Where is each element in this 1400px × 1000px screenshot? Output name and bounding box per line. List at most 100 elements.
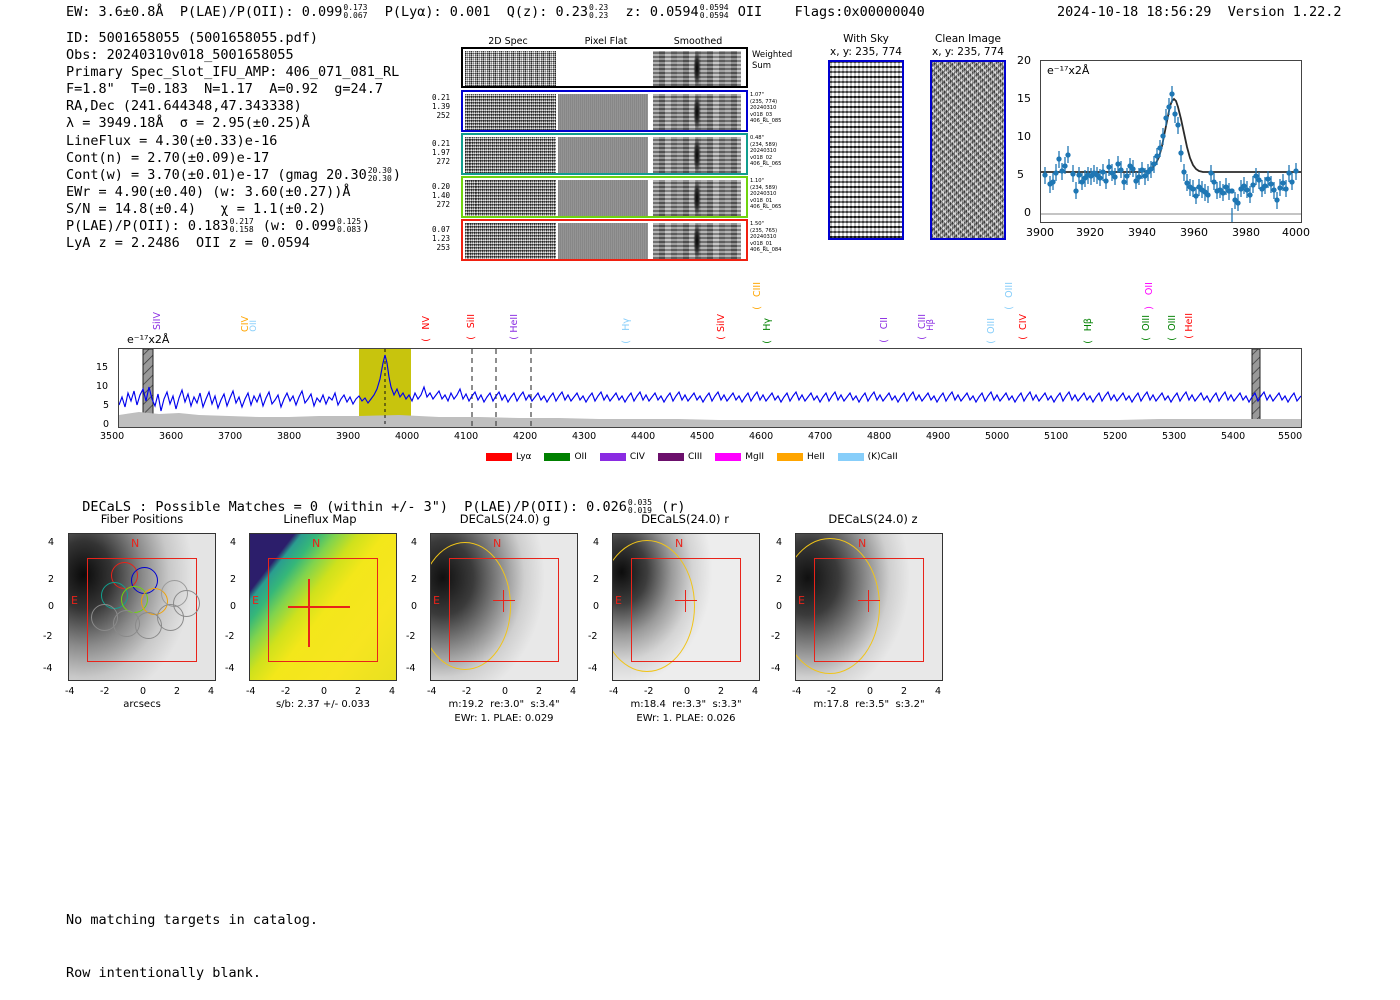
panel-ytick: 4 [411,537,418,548]
lineid-bracket: ( [466,336,477,340]
spectrum-xtick: 4900 [926,431,951,442]
weighted-sum-label: Weighted Sum [752,50,792,71]
compass-n-label: N [312,537,321,550]
weighted-sum-smoothed [653,51,741,86]
decals-g-field-box [449,558,559,662]
panel-title-decals-g: DECaLS(24.0) g [459,512,551,526]
emline-xtick: 3920 [1076,226,1104,239]
lineid-OIII-blue: OIII [986,318,997,334]
info-cont-w-close: ) [392,166,401,183]
fiber-row-stats-1: 0.21 1.39 252 [418,93,450,121]
fiber-pixelflat [558,137,648,173]
lineid-bracket: ( [621,340,632,344]
decals-r-field-box [631,558,741,662]
cutout-title: Clean Image [934,33,1002,45]
fiber-stat: 1.97 [431,148,450,158]
lineid-bracket: ( [1083,340,1094,344]
panel-ytick: 0 [230,601,237,612]
panel-ytick: 2 [48,574,55,585]
fiber-2dspec [465,223,556,259]
fiber-row-stats-2: 0.21 1.97 272 [418,139,450,167]
fiber-stat: 0.21 [431,139,450,148]
panel-xtick: -4 [65,686,75,697]
spectrum-ytick: 10 [96,381,109,392]
lineid-OIII-1: OIII [1141,315,1152,331]
panel-xtick: 4 [208,686,215,697]
panel-xtick: 2 [718,686,725,697]
fiber-stat: 0.20 [431,182,450,191]
legend-label: CIII [687,452,703,462]
decals-header: DECaLS : Possible Matches = 0 (within +/… [66,483,685,516]
header-ew: EW: 3.6±0.8Å [66,4,164,20]
fiber-row-1 [461,90,748,132]
spectrum-xtick: 3600 [159,431,184,442]
fiber-stat: 0.21 [431,93,450,102]
fiber-circle [173,590,200,617]
fiber-meta: 20240310 [750,148,777,155]
panel-xtick: 2 [355,686,362,697]
legend-item-heii: HeII [777,452,825,462]
emline-xtick: 4000 [1282,226,1310,239]
panel-ytick: -4 [225,663,235,674]
spectrum-xtick: 3700 [218,431,243,442]
panel-xtick: 0 [321,686,328,697]
panel-ytick: -4 [406,663,416,674]
legend-swatch [657,453,684,461]
panel-title-decals-r: DECaLS(24.0) r [641,512,729,526]
fiber-row-stats-3: 0.20 1.40 272 [418,182,450,210]
lineid-bracket: ( [509,336,520,340]
fiber-pixelflat [558,94,648,130]
spectrum-xtick: 4700 [808,431,833,442]
decals-header-text: DECaLS : Possible Matches = 0 (within +/… [82,499,627,515]
fiber-meta: v018_01 [750,240,773,247]
lineid-OIII-upper: OIII [1004,282,1015,298]
panel-ytick: 0 [593,601,600,612]
fiber-pixelflat [558,223,648,259]
panel-ytick: 4 [776,537,783,548]
fiber-smoothed [653,137,741,173]
spectrum-xtick: 5000 [985,431,1010,442]
fiber-meta: 20240310 [750,234,777,241]
panel-xtick: 4 [389,686,396,697]
legend-item-ciii: CIII [657,452,703,462]
panel-ytick: -4 [588,663,598,674]
fiber-row-meta-3: 1.10" (234, 589) 20240310 v018_01 406_RL… [750,178,796,211]
panel-xtick: -2 [462,686,472,697]
panel-xtick: 4 [752,686,759,697]
lineid-SiIV: SiIV [152,312,163,330]
header-z-errors: 0.0594 0.0594 [699,3,729,20]
spectrum-ytick: 5 [103,400,110,411]
fiber-stat: 0.07 [431,225,450,234]
fiber-meta: (234, 589) [750,141,778,148]
fiber-smoothed [653,94,741,130]
lineid-bracket: ( [1018,336,1029,340]
lineid-bracket: ( [762,340,773,344]
spectrum-xtick: 5100 [1044,431,1069,442]
panel-xtick: -4 [792,686,802,697]
spectrum-xtick: 3900 [336,431,361,442]
panel-xtick: -4 [609,686,619,697]
panel-title-fiber-positions: Fiber Positions [100,512,184,526]
fiber-stat: 272 [436,157,450,167]
spectrum-xtick: 5300 [1162,431,1187,442]
info-seeing: F=1.8" T=0.183 N=1.17 A=0.92 g=24.7 [66,81,383,98]
info-lineflux: LineFlux = 4.30(±0.33)e-16 [66,132,278,149]
lineid-bracket: ( [917,336,928,340]
info-cont-w-text: Cont(w) = 3.70(±0.01)e-17 (gmag 20.30 [66,166,367,183]
info-chisq-text: = 1.1(±0.2) [228,200,327,217]
info-cont-w: Cont(w) = 3.70(±0.01)e-17 (gmag 20.30 20.… [66,166,401,184]
lineid-bracket: ) [1144,306,1155,310]
legend-label: Lyα [516,452,532,462]
emline-ytick: 20 [1017,54,1031,67]
lineid-CII: CII [879,317,890,330]
fiber-stat: 252 [436,111,450,121]
lineid-OIII-2: OIII [1167,315,1178,331]
lineflux-field-box [268,558,378,662]
compass-e-label: E [71,594,78,607]
emline-ytick: 5 [1017,168,1024,181]
fiber-smoothed [653,223,741,259]
fiber-stat: 1.23 [431,234,450,244]
cutout-label-clean-image: Clean Image x, y: 235, 774 [925,33,1011,58]
fiber-stat: 1.39 [431,102,450,112]
fiber-meta: 0.48" [750,135,764,141]
